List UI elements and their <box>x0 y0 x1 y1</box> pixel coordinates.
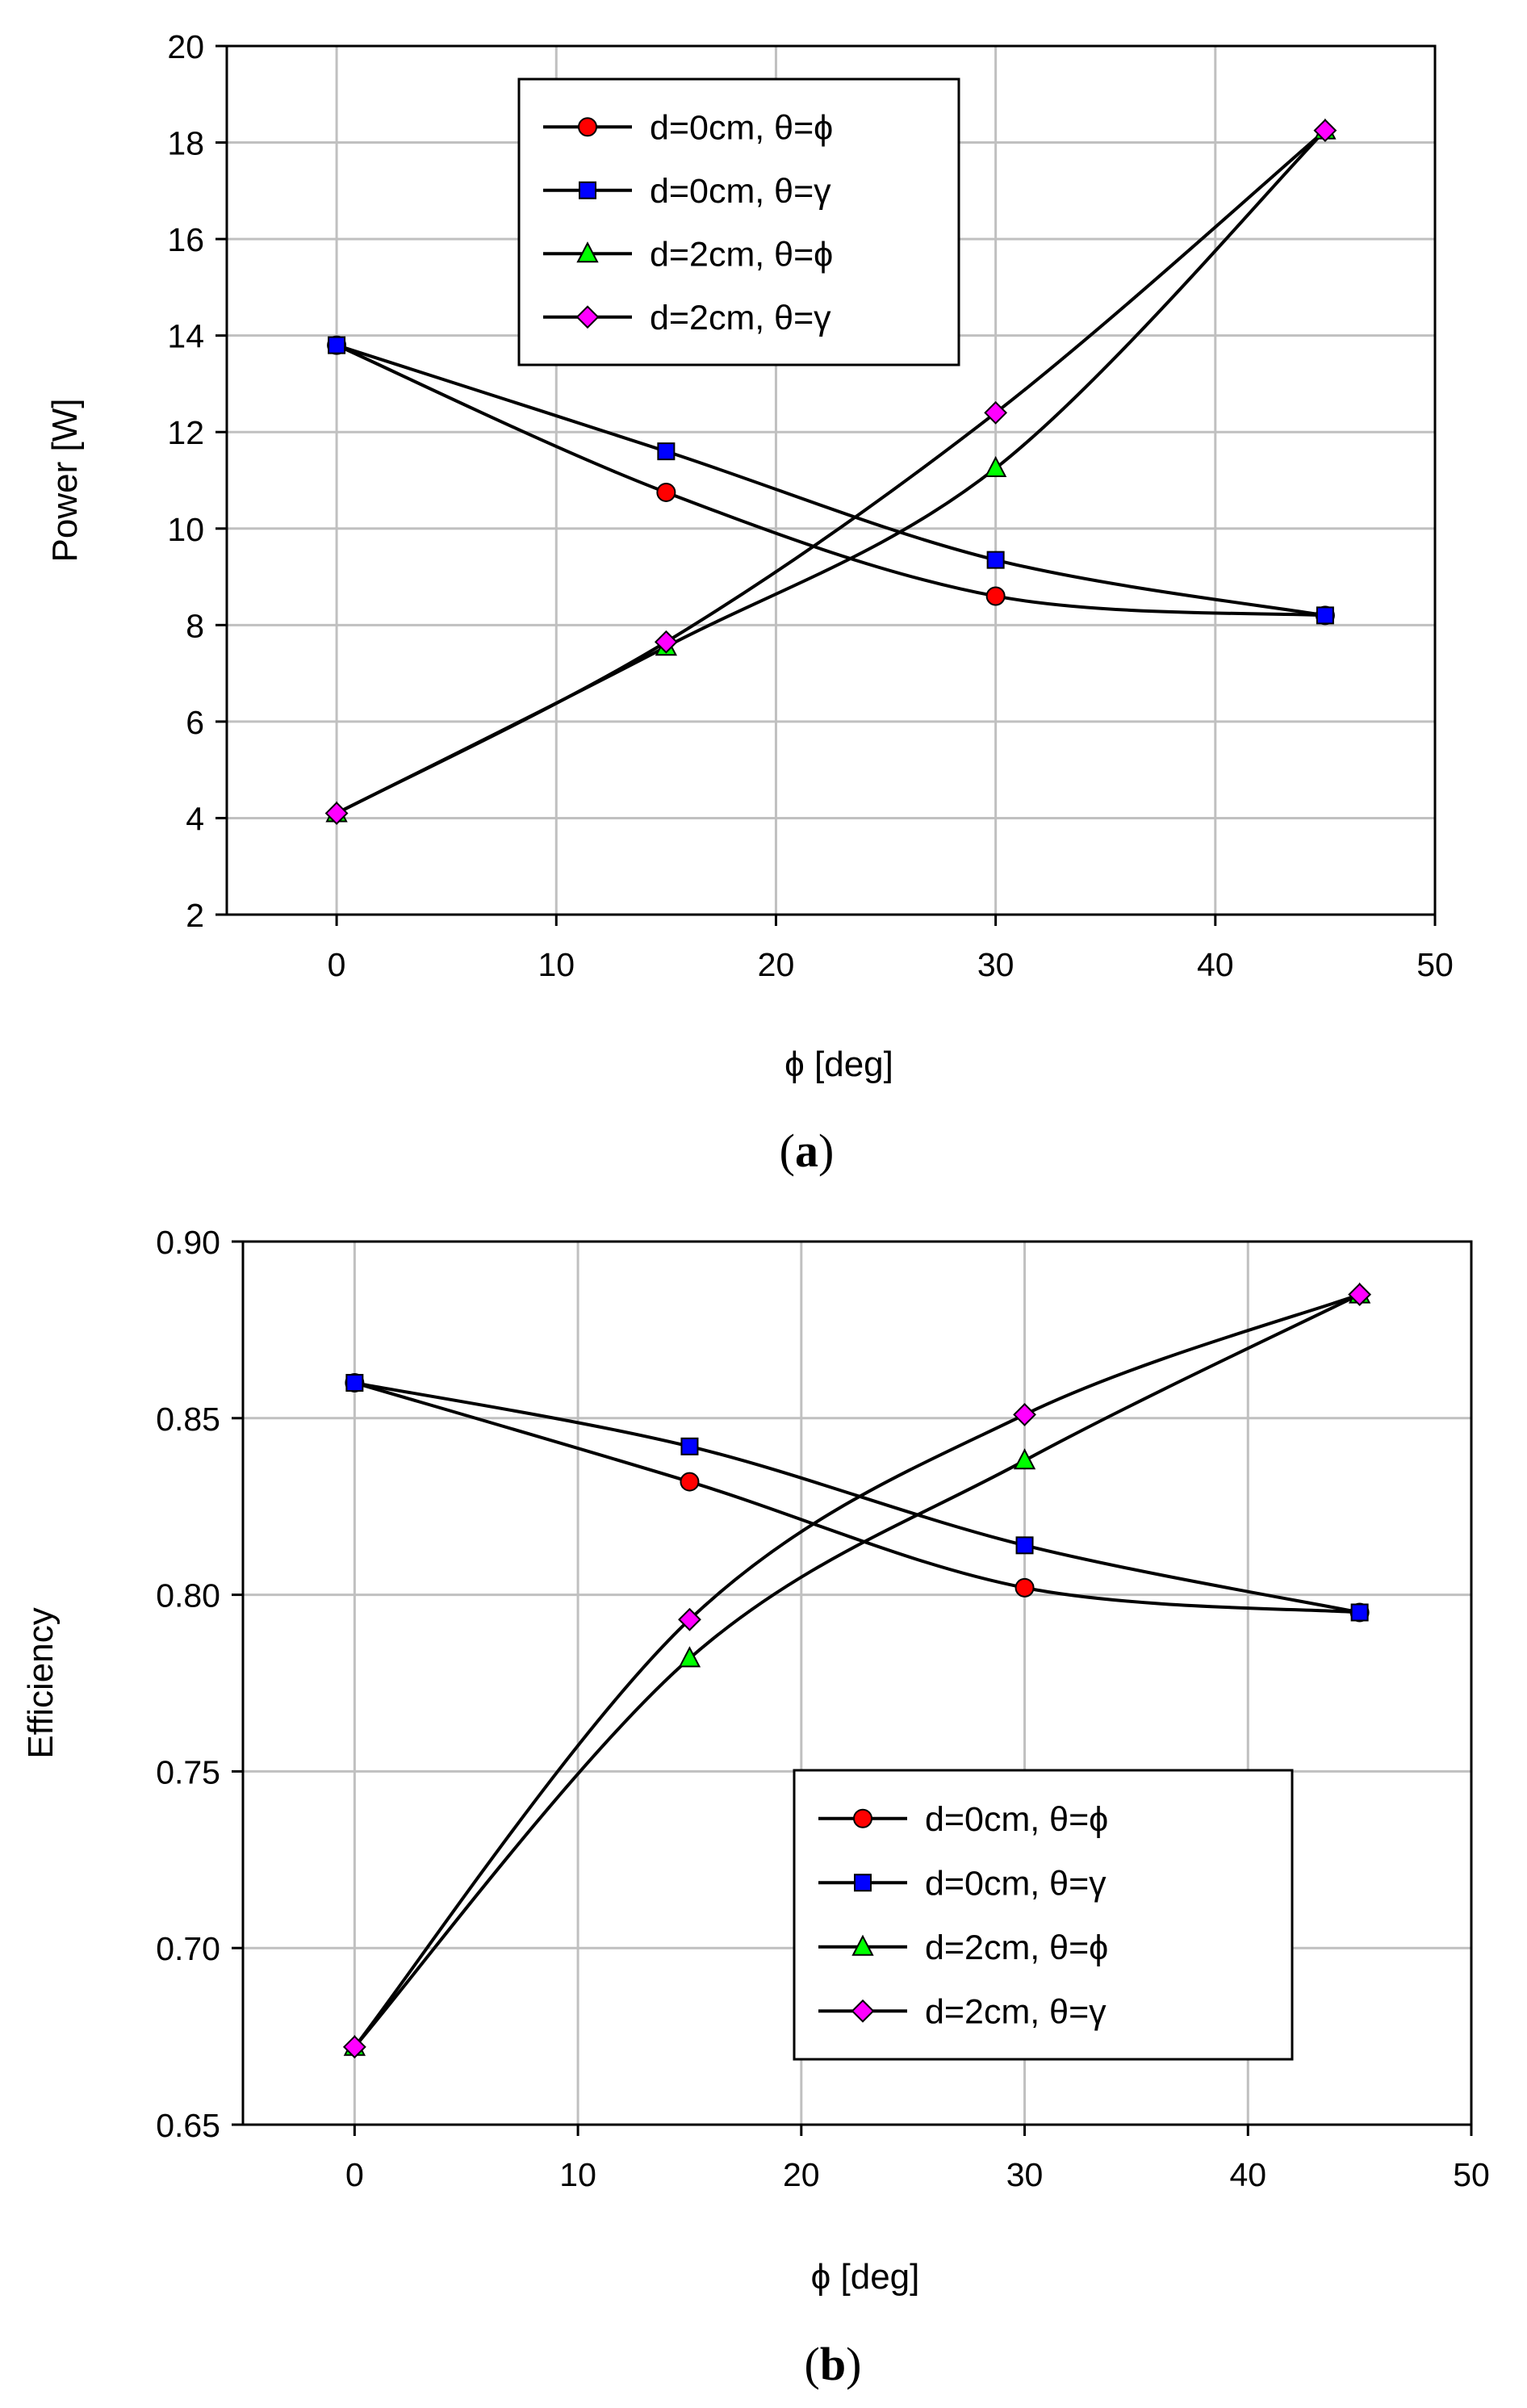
x-tick-label: 30 <box>977 946 1015 983</box>
panel-caption: (a) <box>780 1124 835 1177</box>
caption-letter: b <box>820 2338 846 2390</box>
series-2-point <box>984 455 1007 478</box>
series-3-point <box>1013 1403 1036 1426</box>
series-2-point <box>678 1646 701 1668</box>
series-2-point <box>1013 1448 1036 1470</box>
legend-marker <box>853 1808 872 1828</box>
x-tick-label: 40 <box>1229 2156 1266 2193</box>
y-tick-label: 0.75 <box>156 1753 220 1790</box>
series-3-point <box>1313 119 1337 143</box>
legend: d=0cm, θ=ϕ d=0cm, θ=γ d=2cm, θ=ϕ d=2cm, θ=γ <box>517 77 960 366</box>
legend-marker <box>854 1874 872 1892</box>
y-axis-label: Efficiency <box>21 1607 61 1759</box>
series-0-point <box>985 586 1006 606</box>
series-line-3 <box>353 1292 1361 2048</box>
legend-entry-label: d=2cm, θ=γ <box>650 299 831 337</box>
y-tick-label: 4 <box>186 800 204 837</box>
legend-marker <box>851 1999 875 2023</box>
caption-open-paren: ( <box>780 1124 795 1177</box>
series-3-point <box>984 400 1008 425</box>
series-lines <box>336 129 1327 815</box>
series-3-point <box>654 630 678 654</box>
y-tick-label: 2 <box>186 897 204 934</box>
series-markers <box>324 118 1337 825</box>
series-1-point <box>345 1374 364 1392</box>
series-1-point <box>1350 1603 1369 1622</box>
y-tick-label: 18 <box>167 125 204 162</box>
x-tick-label: 10 <box>559 2156 596 2193</box>
chart-power: 0 10 20 30 40 50 2 4 6 8 10 12 14 16 18 20 ϕ [deg] Power … <box>45 28 1454 1177</box>
series-3-point <box>324 802 349 825</box>
legend-entry-label: d=0cm, θ=γ <box>650 172 831 211</box>
legend-entry-label: d=0cm, θ=ϕ <box>925 1800 1108 1839</box>
y-tick-label: 8 <box>186 607 204 644</box>
series-1-point <box>1316 606 1334 625</box>
legend-marker <box>576 241 599 263</box>
series-1-point <box>1015 1536 1034 1555</box>
legend-entry-label: d=0cm, θ=γ <box>925 1864 1107 1903</box>
series-markers <box>342 1282 1372 2059</box>
legend-entry-label: d=0cm, θ=ϕ <box>650 108 833 147</box>
x-tick-label: 30 <box>1006 2156 1044 2193</box>
legend-marker <box>575 305 600 329</box>
series-line-0 <box>336 343 1326 618</box>
plot-frame <box>225 44 1437 916</box>
series-1-point <box>680 1437 699 1455</box>
y-axis-label: Power [W] <box>45 399 85 563</box>
x-tick-label: 20 <box>783 2156 820 2193</box>
caption-close-paren: ) <box>846 2338 861 2390</box>
plot-frame <box>241 1240 1473 2126</box>
y-tick-label: 0.90 <box>156 1224 220 1261</box>
caption-open-paren: ( <box>805 2338 820 2390</box>
series-0-point <box>656 482 676 502</box>
x-tick-label: 0 <box>345 2156 364 2193</box>
series-0-point <box>680 1472 700 1492</box>
legend: d=0cm, θ=ϕ d=0cm, θ=γ d=2cm, θ=ϕ d=2cm, θ=γ <box>793 1769 1294 2061</box>
y-tick-label: 10 <box>167 511 204 548</box>
chart-efficiency: 0 10 20 30 40 50 0.65 0.70 0.75 0.80 0.85 0.90 ϕ [de… <box>21 1224 1490 2390</box>
series-lines <box>353 1292 1361 2049</box>
x-axis-label: ϕ [deg] <box>784 1045 893 1084</box>
legend-marker <box>579 181 596 199</box>
x-tick-label: 40 <box>1197 946 1234 983</box>
y-tick-label: 12 <box>167 414 204 451</box>
x-tick-label: 0 <box>328 946 346 983</box>
y-tick-label: 0.85 <box>156 1401 220 1438</box>
legend-marker <box>851 1934 874 1956</box>
legend-marker <box>578 117 597 137</box>
y-tick-label: 6 <box>186 704 204 741</box>
series-line-1 <box>336 343 1326 618</box>
series-line-0 <box>354 1381 1360 1614</box>
series-line-1 <box>354 1381 1361 1614</box>
legend-entry-label: d=2cm, θ=ϕ <box>650 235 833 274</box>
series-line-3 <box>336 129 1327 815</box>
caption-close-paren: ) <box>818 1124 834 1177</box>
series-1-point <box>986 551 1005 569</box>
series-0-point <box>1015 1577 1035 1598</box>
y-tick-label: 20 <box>167 28 204 65</box>
x-axis-label: ϕ [deg] <box>811 2257 920 2297</box>
y-tick-label: 16 <box>167 221 204 258</box>
y-tick-label: 0.65 <box>156 2107 220 2144</box>
series-3-point <box>1348 1283 1372 1307</box>
y-tick-label: 14 <box>167 318 204 355</box>
series-3-point <box>342 2035 366 2059</box>
x-tick-label: 20 <box>758 946 795 983</box>
panel-caption: (b) <box>805 2338 862 2390</box>
legend-entry-label: d=2cm, θ=γ <box>925 1992 1107 2031</box>
y-tick-label: 0.80 <box>156 1577 220 1614</box>
x-tick-label: 50 <box>1416 946 1454 983</box>
series-1-point <box>657 442 676 461</box>
x-tick-label: 50 <box>1453 2156 1490 2193</box>
x-tick-label: 10 <box>538 946 575 983</box>
legend-entry-label: d=2cm, θ=ϕ <box>925 1928 1108 1967</box>
series-line-2 <box>353 1292 1361 2049</box>
series-3-point <box>678 1607 701 1631</box>
y-tick-label: 0.70 <box>156 1930 220 1967</box>
series-1-point <box>328 336 346 354</box>
caption-letter: a <box>795 1124 818 1177</box>
